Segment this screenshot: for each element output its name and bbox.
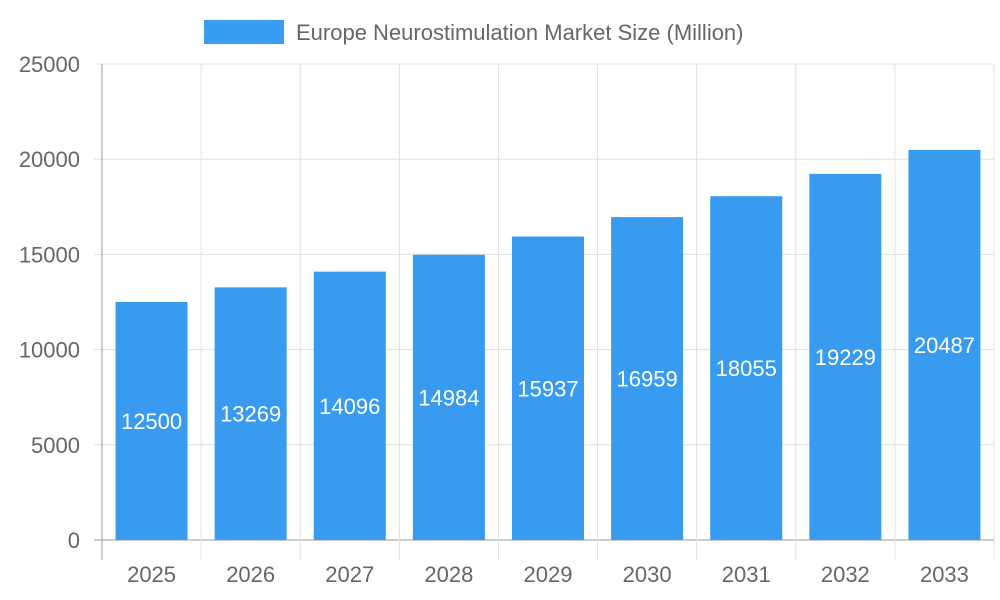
- grid: [94, 63, 995, 560]
- x-tick-label: 2029: [524, 562, 573, 587]
- bar-2028: [412, 254, 485, 540]
- data-labels: 12500 13269 14096 14984 15937 16959 18055 19229…: [121, 333, 975, 434]
- bar-2033: [908, 149, 981, 540]
- data-label: 14096: [319, 394, 380, 419]
- x-tick-label: 2026: [226, 562, 275, 587]
- x-axis-labels: 2025 2026 2027 2028 2029 2030 2031 2032 2033: [127, 562, 969, 587]
- data-label: 14984: [418, 385, 479, 410]
- y-tick-label: 25000: [19, 52, 80, 77]
- bar-2027: [313, 271, 386, 540]
- legend-label: Europe Neurostimulation Market Size (Mil…: [296, 20, 744, 45]
- bar-2029: [512, 236, 584, 541]
- x-tick-label: 2027: [325, 562, 374, 587]
- y-axis-labels: 0 5000 10000 15000 20000 25000: [19, 52, 80, 553]
- data-label: 19229: [815, 345, 876, 370]
- data-label: 12500: [121, 409, 182, 434]
- x-tick-label: 2025: [127, 562, 176, 587]
- bar-2026: [214, 287, 287, 540]
- y-tick-label: 5000: [31, 433, 80, 458]
- x-tick-label: 2032: [821, 562, 870, 587]
- x-tick-label: 2031: [722, 562, 771, 587]
- data-label: 16959: [617, 367, 678, 392]
- y-tick-label: 0: [68, 528, 80, 553]
- x-tick-label: 2030: [623, 562, 672, 587]
- x-tick-label: 2028: [424, 562, 473, 587]
- bar-2025: [115, 302, 188, 540]
- y-tick-label: 20000: [19, 147, 80, 172]
- legend[interactable]: Europe Neurostimulation Market Size (Mil…: [204, 20, 744, 45]
- data-label: 20487: [914, 333, 975, 358]
- y-tick-label: 10000: [19, 338, 80, 363]
- y-tick-label: 15000: [19, 242, 80, 267]
- data-label: 18055: [716, 356, 777, 381]
- legend-swatch: [204, 20, 284, 44]
- data-label: 15937: [517, 376, 578, 401]
- bar-2032: [809, 173, 882, 541]
- bar-2031: [710, 196, 783, 541]
- x-tick-label: 2033: [920, 562, 969, 587]
- bars: [115, 149, 981, 541]
- bar-2030: [611, 217, 684, 540]
- data-label: 13269: [220, 402, 281, 427]
